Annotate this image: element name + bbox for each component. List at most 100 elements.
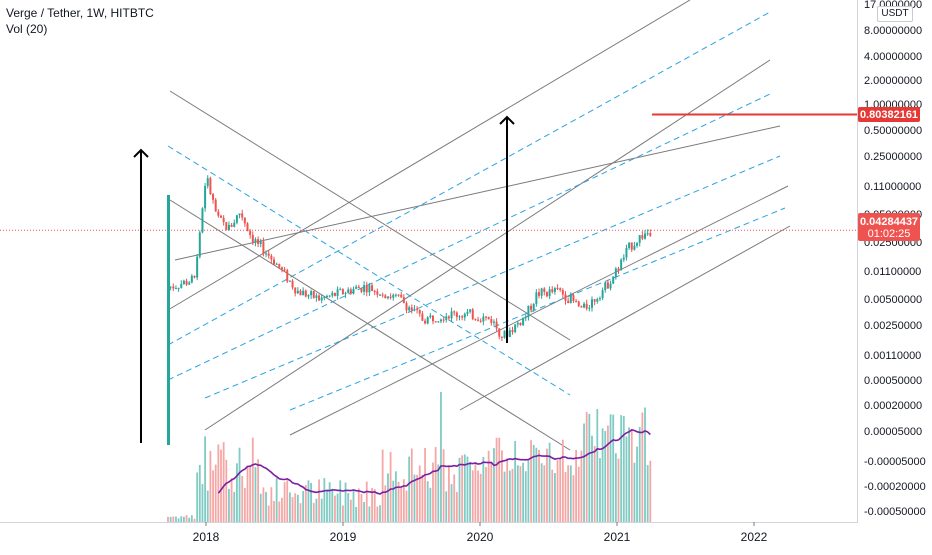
candle-body — [217, 211, 220, 216]
volume-bar — [344, 482, 347, 522]
candle-body — [442, 319, 445, 321]
volume-bar — [501, 450, 503, 522]
candle-body — [424, 320, 427, 324]
candle-body — [575, 300, 578, 302]
price-tick-label: 0.01100000 — [864, 266, 921, 278]
volume-bar — [387, 473, 389, 522]
candle-body — [357, 286, 360, 289]
volume-bar — [402, 479, 405, 522]
volume-bar — [609, 414, 612, 522]
volume-bar — [485, 467, 487, 522]
bar-countdown-label: 01:02:25 — [868, 228, 911, 240]
volume-bar — [453, 474, 456, 522]
volume-bar — [389, 451, 392, 522]
volume-bar — [585, 412, 588, 522]
volume-bar — [299, 503, 302, 522]
volume-bar — [220, 449, 222, 522]
candle-body — [397, 294, 400, 296]
volume-bar — [416, 474, 418, 522]
volume-bar — [641, 412, 644, 522]
candle-body — [172, 286, 175, 289]
candle-body — [212, 194, 215, 200]
volume-bar — [376, 506, 379, 522]
volume-bar — [190, 515, 193, 522]
volume-bar — [347, 493, 350, 522]
volume-bar — [569, 465, 572, 522]
volume-bar — [426, 481, 429, 522]
volume-bar — [508, 470, 511, 522]
candle-body — [569, 295, 572, 304]
price-tick-label: 0.25000000 — [864, 151, 922, 163]
candle-body — [373, 290, 376, 292]
candle-body — [553, 288, 556, 292]
price-tick-label: 8.00000000 — [864, 25, 922, 37]
volume-bar — [384, 485, 387, 522]
volume-bar — [331, 488, 334, 522]
candle-body — [516, 322, 519, 325]
candle-body — [320, 297, 323, 301]
volume-bar — [482, 456, 485, 522]
candle-body — [180, 284, 183, 288]
volume-bar — [625, 436, 628, 522]
volume-bar — [561, 439, 564, 522]
volume-bar — [437, 464, 440, 522]
candle-body — [169, 286, 172, 288]
volume-bar — [222, 442, 225, 522]
volume-bar — [281, 497, 283, 522]
candle-body — [368, 285, 371, 293]
candle-body — [278, 263, 281, 268]
candle-body — [455, 312, 458, 318]
volume-bar — [262, 487, 265, 522]
volume-bar — [466, 456, 469, 522]
volume-bar — [495, 437, 498, 522]
volume-bar — [604, 430, 607, 522]
candle-body — [225, 222, 228, 231]
symbol-title[interactable]: Verge / Tether, 1W, HITBTC — [6, 6, 154, 20]
candle-body — [339, 289, 342, 291]
volume-bar — [519, 466, 522, 522]
candle-body — [474, 319, 477, 321]
candle-body — [333, 292, 336, 296]
candle-body — [286, 270, 289, 282]
volume-bar — [591, 435, 593, 522]
candle-body — [280, 267, 283, 270]
candle-body — [379, 294, 381, 296]
time-tick-label: 2021 — [604, 530, 631, 544]
candle-body — [450, 311, 453, 319]
volume-bar — [175, 516, 177, 522]
candle-body — [220, 215, 222, 218]
time-axis[interactable]: 2018 2019 2020 2021 2022 — [193, 522, 768, 544]
volume-bar — [249, 466, 252, 522]
candle-body — [386, 296, 389, 299]
candle-body — [612, 276, 615, 284]
volume-indicator-label[interactable]: Vol (20) — [6, 22, 48, 36]
candle-body — [270, 255, 273, 260]
annotations — [133, 115, 515, 443]
candle-body — [609, 283, 612, 289]
volume-bar — [373, 489, 376, 522]
candle-body — [588, 307, 591, 309]
candle-body — [548, 289, 551, 297]
volume-bar — [289, 492, 291, 522]
currency-unit-badge[interactable]: USDT — [877, 6, 913, 22]
volume-bar — [283, 482, 286, 522]
price-tick-label: 0.11000000 — [864, 181, 921, 193]
price-tick-label: 4.00000000 — [864, 51, 922, 63]
volume-bar — [503, 471, 506, 522]
volume-bar — [296, 494, 299, 522]
candle-body — [426, 317, 429, 324]
volume-bar — [172, 516, 175, 522]
candle-body — [490, 319, 493, 323]
candle-body — [326, 295, 328, 298]
channel-line — [204, 59, 771, 431]
candle-body — [503, 330, 506, 338]
channel-line-lower — [289, 185, 789, 436]
price-axis[interactable]: 17.0000000 8.00000000 4.00000000 2.00000000… — [864, 0, 926, 518]
volume-bar — [564, 472, 567, 522]
volume-bar — [644, 407, 646, 522]
volume-bar — [593, 445, 596, 522]
candle-body — [185, 280, 188, 285]
candle-body — [532, 303, 535, 310]
